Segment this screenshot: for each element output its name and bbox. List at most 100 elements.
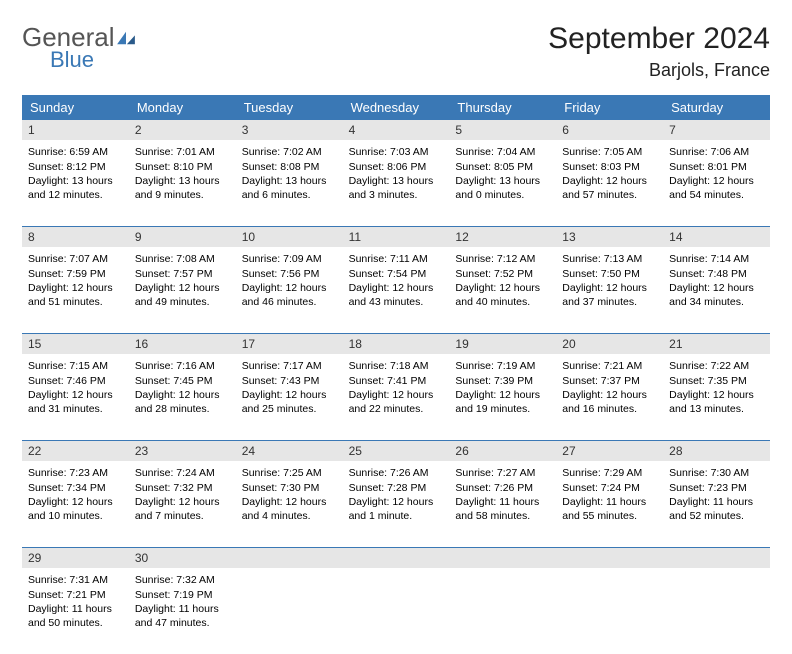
day-cell: Sunrise: 7:11 AMSunset: 7:54 PMDaylight:… [343,247,450,333]
day-cell: Sunrise: 7:23 AMSunset: 7:34 PMDaylight:… [22,461,129,547]
sunrise-line: Sunrise: 7:24 AM [135,467,230,481]
daylight-line: Daylight: 11 hours and 50 minutes. [28,603,123,630]
daylight-line: Daylight: 12 hours and 49 minutes. [135,282,230,309]
sunrise-line: Sunrise: 7:26 AM [349,467,444,481]
day-cell: Sunrise: 7:30 AMSunset: 7:23 PMDaylight:… [663,461,770,547]
sunrise-line: Sunrise: 7:09 AM [242,253,337,267]
day-number: 19 [449,334,556,354]
daylight-line: Daylight: 12 hours and 34 minutes. [669,282,764,309]
daynum-row: 15161718192021 [22,334,770,354]
daylight-line: Daylight: 11 hours and 47 minutes. [135,603,230,630]
day-number: 25 [343,441,450,461]
daylight-line: Daylight: 12 hours and 7 minutes. [135,496,230,523]
day-cell [556,568,663,654]
logo-sail-icon [115,30,137,46]
sunrise-line: Sunrise: 7:07 AM [28,253,123,267]
sunrise-line: Sunrise: 7:14 AM [669,253,764,267]
calendar: SundayMondayTuesdayWednesdayThursdayFrid… [22,95,770,654]
day-cell: Sunrise: 7:26 AMSunset: 7:28 PMDaylight:… [343,461,450,547]
sunrise-line: Sunrise: 7:06 AM [669,146,764,160]
day-number: 5 [449,120,556,140]
day-cell: Sunrise: 7:12 AMSunset: 7:52 PMDaylight:… [449,247,556,333]
weekday-header: Saturday [663,95,770,120]
sunset-line: Sunset: 7:24 PM [562,482,657,496]
day-cell: Sunrise: 7:21 AMSunset: 7:37 PMDaylight:… [556,354,663,440]
day-number: 13 [556,227,663,247]
day-cell: Sunrise: 7:09 AMSunset: 7:56 PMDaylight:… [236,247,343,333]
daylight-line: Daylight: 12 hours and 46 minutes. [242,282,337,309]
day-cell: Sunrise: 7:03 AMSunset: 8:06 PMDaylight:… [343,140,450,226]
week-row: Sunrise: 7:23 AMSunset: 7:34 PMDaylight:… [22,461,770,548]
sunset-line: Sunset: 8:08 PM [242,161,337,175]
day-cell: Sunrise: 7:05 AMSunset: 8:03 PMDaylight:… [556,140,663,226]
day-cell: Sunrise: 7:01 AMSunset: 8:10 PMDaylight:… [129,140,236,226]
day-number: 16 [129,334,236,354]
sunrise-line: Sunrise: 7:02 AM [242,146,337,160]
day-number: 24 [236,441,343,461]
sunrise-line: Sunrise: 7:27 AM [455,467,550,481]
daylight-line: Daylight: 12 hours and 54 minutes. [669,175,764,202]
day-number: 26 [449,441,556,461]
sunset-line: Sunset: 8:06 PM [349,161,444,175]
daylight-line: Daylight: 13 hours and 0 minutes. [455,175,550,202]
title-block: September 2024 Barjols, France [548,22,770,81]
week-row: Sunrise: 6:59 AMSunset: 8:12 PMDaylight:… [22,140,770,227]
day-number: 21 [663,334,770,354]
day-number: 11 [343,227,450,247]
day-number: 12 [449,227,556,247]
day-cell: Sunrise: 7:08 AMSunset: 7:57 PMDaylight:… [129,247,236,333]
sunset-line: Sunset: 7:23 PM [669,482,764,496]
day-cell: Sunrise: 7:24 AMSunset: 7:32 PMDaylight:… [129,461,236,547]
sunrise-line: Sunrise: 7:23 AM [28,467,123,481]
day-number: 9 [129,227,236,247]
sunrise-line: Sunrise: 7:08 AM [135,253,230,267]
sunset-line: Sunset: 7:35 PM [669,375,764,389]
sunset-line: Sunset: 7:43 PM [242,375,337,389]
sunrise-line: Sunrise: 7:12 AM [455,253,550,267]
weekday-header: Wednesday [343,95,450,120]
day-number [556,548,663,568]
day-number [449,548,556,568]
day-cell: Sunrise: 7:04 AMSunset: 8:05 PMDaylight:… [449,140,556,226]
sunrise-line: Sunrise: 7:04 AM [455,146,550,160]
sunset-line: Sunset: 7:50 PM [562,268,657,282]
sunrise-line: Sunrise: 7:18 AM [349,360,444,374]
daynum-row: 2930 [22,548,770,568]
day-cell: Sunrise: 7:14 AMSunset: 7:48 PMDaylight:… [663,247,770,333]
day-number: 10 [236,227,343,247]
week-row: Sunrise: 7:07 AMSunset: 7:59 PM Daylight:… [22,247,770,334]
day-cell: Sunrise: 7:19 AMSunset: 7:39 PMDaylight:… [449,354,556,440]
daylight-line: Daylight: 12 hours and 57 minutes. [562,175,657,202]
day-cell: Sunrise: 7:29 AMSunset: 7:24 PMDaylight:… [556,461,663,547]
day-number [663,548,770,568]
daylight-line: Daylight: 12 hours and 28 minutes. [135,389,230,416]
sunset-line: Sunset: 7:59 PM [28,268,123,282]
day-cell: Sunrise: 6:59 AMSunset: 8:12 PMDaylight:… [22,140,129,226]
day-number: 27 [556,441,663,461]
daylight-line: Daylight: 12 hours and 4 minutes. [242,496,337,523]
daylight-line: Daylight: 13 hours and 6 minutes. [242,175,337,202]
day-number: 15 [22,334,129,354]
day-cell: Sunrise: 7:16 AMSunset: 7:45 PMDaylight:… [129,354,236,440]
sunrise-line: Sunrise: 7:32 AM [135,574,230,588]
weekday-header: Thursday [449,95,556,120]
sunset-line: Sunset: 7:45 PM [135,375,230,389]
sunrise-line: Sunrise: 7:03 AM [349,146,444,160]
day-number [343,548,450,568]
sunset-line: Sunset: 7:56 PM [242,268,337,282]
day-cell: Sunrise: 7:07 AMSunset: 7:59 PMDaylight:… [22,247,129,333]
daylight-line: Daylight: 12 hours and 43 minutes. [349,282,444,309]
day-number: 22 [22,441,129,461]
sunrise-line: Sunrise: 7:16 AM [135,360,230,374]
day-cell: Sunrise: 7:06 AMSunset: 8:01 PMDaylight:… [663,140,770,226]
day-cell: Sunrise: 7:02 AMSunset: 8:08 PMDaylight:… [236,140,343,226]
daynum-row: 1234567 [22,120,770,140]
daylight-line: Daylight: 12 hours and 19 minutes. [455,389,550,416]
sunset-line: Sunset: 7:21 PM [28,589,123,603]
daylight-line: Daylight: 12 hours and 25 minutes. [242,389,337,416]
day-cell: Sunrise: 7:13 AMSunset: 7:50 PMDaylight:… [556,247,663,333]
day-cell: Sunrise: 7:18 AMSunset: 7:41 PMDaylight:… [343,354,450,440]
daylight-line: Daylight: 11 hours and 55 minutes. [562,496,657,523]
daynum-row: 891011121314 [22,227,770,247]
sunset-line: Sunset: 8:10 PM [135,161,230,175]
